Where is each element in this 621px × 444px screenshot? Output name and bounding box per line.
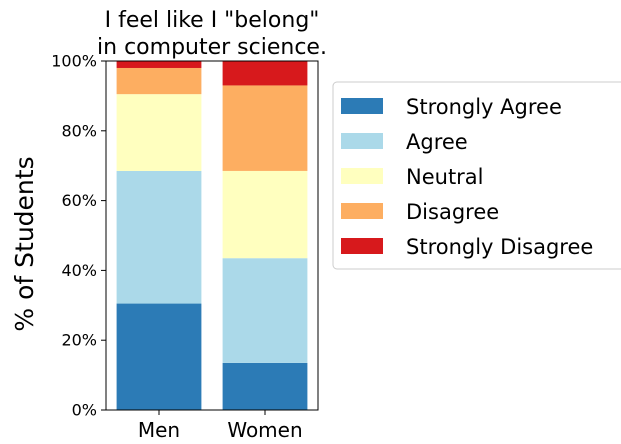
legend-swatch [341,168,383,184]
legend: Strongly Agree Agree Neutral Disagree Strong… [332,81,621,270]
bar-women-strongly-disagree [222,61,308,86]
bar-men-strongly-disagree [116,61,202,68]
bar-men-neutral [116,94,202,171]
plot-area [105,60,319,411]
legend-entry: Neutral [406,165,484,189]
y-tick-label: 40% [61,261,97,280]
x-tick-label: Men [138,418,180,442]
legend-entry: Strongly Agree [406,95,562,119]
legend-entry: Agree [406,130,468,154]
y-tick-label: 80% [61,121,97,140]
legend-frame [332,81,621,270]
bar-women-strongly-agree [222,362,308,410]
y-axis-label: % of Students [10,156,39,331]
y-tick-label: 100% [51,52,97,71]
bar-men-disagree [116,67,202,95]
legend-entry: Disagree [406,200,499,224]
chart-title-line-1: I feel like I "belong" [105,8,320,33]
y-tick-label: 60% [61,191,97,210]
legend-swatch [341,238,383,254]
bar-women-disagree [222,85,308,171]
legend-swatch [341,203,383,219]
legend-swatch [341,133,383,149]
legend-entry: Strongly Disagree [406,235,593,259]
bar-men-agree [116,170,202,304]
y-tick-label: 0% [72,401,97,420]
chart-title-line-2: in computer science. [97,35,327,60]
chart-title: I feel like I "belong" in computer scien… [97,8,327,60]
y-axis: 0% 20% 40% 60% 80% 100% [51,52,106,420]
x-tick-label: Women [227,418,302,442]
bar-men-strongly-agree [116,303,202,410]
x-axis: Men Women [138,410,303,442]
y-tick-label: 20% [61,331,97,350]
legend-swatch [341,98,383,114]
bar-women-neutral [222,170,308,259]
plot-frame [105,60,319,411]
bar-women-agree [222,258,308,363]
